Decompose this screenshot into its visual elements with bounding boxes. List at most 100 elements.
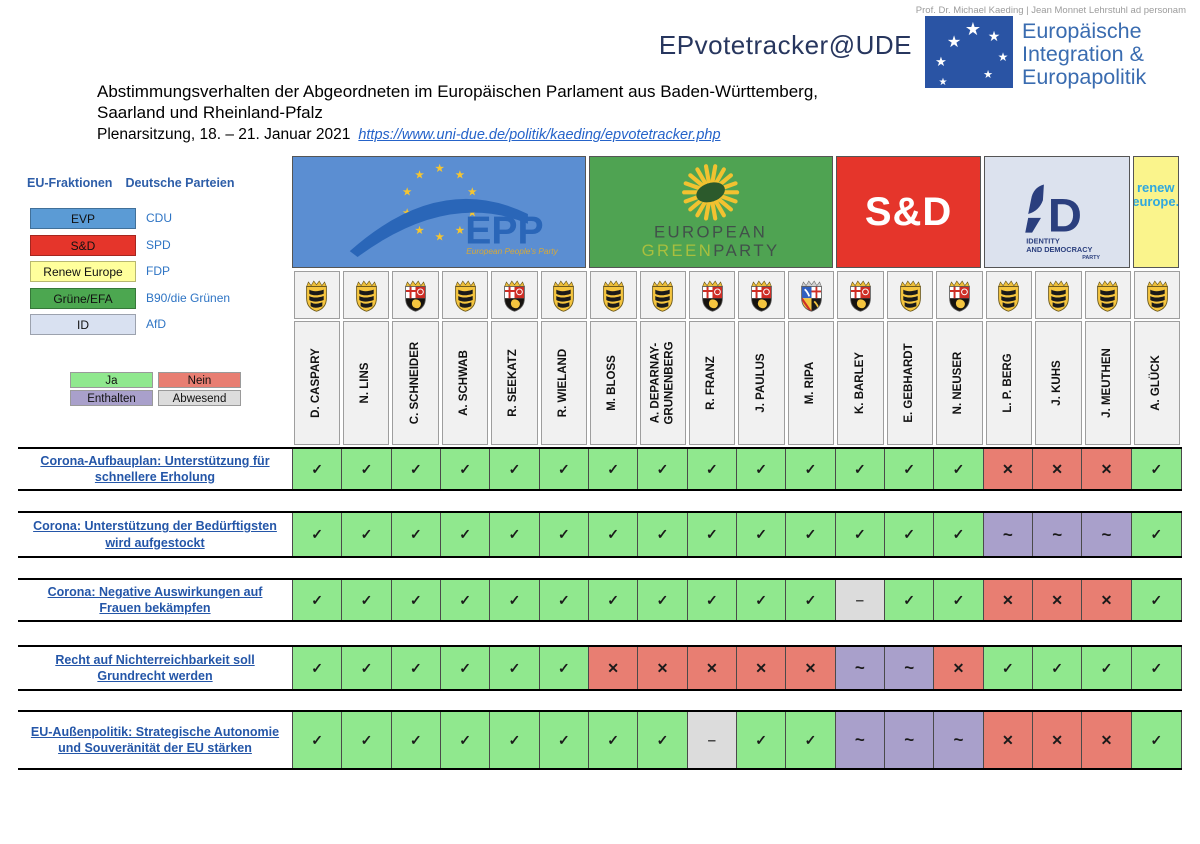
vote-cell-nein: ✕: [786, 647, 836, 689]
vote-cell-ja: ✓: [638, 712, 688, 768]
vote-cell-nein: ✕: [983, 580, 1033, 620]
coat-of-arms-bw-icon: [1094, 278, 1121, 313]
member-arms-cell: [738, 271, 785, 319]
member-arms-cell: [639, 271, 687, 319]
svg-text:★: ★: [988, 28, 1001, 44]
member-arms-cell: [1084, 271, 1132, 319]
member-name-cell: K. BARLEY: [837, 321, 884, 445]
member-name: D. CASPARY: [309, 348, 322, 418]
svg-text:EPP: EPP: [465, 209, 543, 252]
member-name-cell: J. KUHS: [1035, 321, 1082, 445]
legend-fraction-row: Renew Europe FDP: [30, 261, 230, 282]
svg-text:★: ★: [983, 69, 993, 81]
vote-title-link[interactable]: EU-Außenpolitik: Strategische Autonomie …: [30, 724, 280, 755]
vote-cell-ja: ✓: [786, 513, 836, 556]
vote-cell-ja: ✓: [983, 647, 1033, 689]
title-block: Abstimmungsverhalten der Abgeordneten im…: [97, 82, 818, 144]
member-name: C. SCHNEIDER: [408, 341, 421, 425]
vote-cell-nein: ✕: [1082, 712, 1132, 768]
group-header-greens: EUROPEAN GREENPARTY: [588, 156, 833, 268]
coat-of-arms-rp-icon: [946, 278, 973, 313]
legend-fraction-row: ID AfD: [30, 314, 230, 335]
vote-cell-ja: ✓: [440, 712, 491, 768]
member-name-cell: E. GEBHARDT: [886, 321, 934, 445]
vote-cell-nein: ✕: [736, 647, 787, 689]
vote-cell-ja: ✓: [293, 712, 343, 768]
page-title-line-2: Saarland und Rheinland-Pfalz: [97, 102, 323, 122]
vote-cell-enthalten: ~: [884, 712, 935, 768]
svg-text:IDENTITY: IDENTITY: [1026, 236, 1060, 245]
member-name: J. MEUTHEN: [1101, 348, 1114, 418]
member-name-cell: L. P. BERG: [985, 321, 1033, 445]
member-name-cell: A. DEPARNAY-GRUNENBERG: [639, 321, 687, 445]
vote-title-link[interactable]: Corona-Aufbauplan: Unterstützung für sch…: [40, 453, 270, 484]
group-header-sd: S&D: [835, 156, 982, 268]
vote-cell-ja: ✓: [1131, 712, 1181, 768]
vote-cell-ja: ✓: [736, 513, 787, 556]
vote-cell-ja: ✓: [342, 580, 392, 620]
svg-text:European People's Party: European People's Party: [466, 246, 558, 256]
vote-cell-ja: ✓: [293, 513, 343, 556]
member-arms-cell: [1035, 271, 1082, 319]
vote-cell-ja: ✓: [440, 647, 491, 689]
vote-title-link[interactable]: Recht auf Nichterreichbarkeit soll Grund…: [55, 652, 255, 683]
vote-cell-ja: ✓: [588, 449, 639, 489]
svg-text:★: ★: [998, 50, 1009, 64]
member-name-cell: D. CASPARY: [293, 321, 340, 445]
vote-cell-ja: ✓: [342, 712, 392, 768]
vote-cell-ja: ✓: [588, 580, 639, 620]
svg-text:★: ★: [414, 224, 425, 237]
vote-cell-ja: ✓: [391, 449, 441, 489]
fraction-legend: EVP CDU S&D SPD Renew Europe FDP Grüne/EFA B90/…: [30, 208, 230, 341]
vote-cell-ja: ✓: [687, 580, 737, 620]
vote-row: Corona: Unterstützung der Bedürftigsten …: [18, 511, 1182, 558]
vote-cell-ja: ✓: [934, 449, 984, 489]
vote-cells: ✓ ✓ ✓ ✓ ✓ ✓ ✕ ✕ ✕ ✕ ✕ ~ ~ ✕ ✓ ✓ ✓ ✓: [292, 647, 1182, 689]
member-names-row: D. CASPARY N. LINS C. SCHNEIDER A. SCHWAB R.…: [292, 321, 1182, 445]
vote-title-link[interactable]: Corona: Negative Auswirkungen auf Frauen…: [47, 584, 263, 615]
vote-cell-nein: ✕: [1082, 449, 1132, 489]
vote-cell-ja: ✓: [884, 580, 935, 620]
member-name: A. DEPARNAY-GRUNENBERG: [649, 341, 675, 425]
vote-cell-ja: ✓: [539, 712, 589, 768]
vote-cell-nein: ✕: [1082, 580, 1132, 620]
vote-cell-nein: ✕: [687, 647, 737, 689]
svg-text:★: ★: [935, 54, 947, 69]
vote-cell-enthalten: ~: [983, 513, 1033, 556]
coat-of-arms-bw-icon: [353, 278, 380, 313]
vote-cell-ja: ✓: [490, 647, 540, 689]
vote-cell-abwesend: –: [687, 712, 737, 768]
vote-cell-ja: ✓: [490, 580, 540, 620]
vote-cell-enthalten: ~: [1032, 513, 1083, 556]
member-arms-cell: [392, 271, 439, 319]
member-arms-cell: [441, 271, 489, 319]
vote-cell-ja: ✓: [440, 449, 491, 489]
vote-cells: ✓ ✓ ✓ ✓ ✓ ✓ ✓ ✓ ✓ ✓ ✓ ✓ ✓ ✓ ✕ ✕ ✕ ✓: [292, 449, 1182, 489]
vote-cell-ja: ✓: [293, 647, 343, 689]
institute-line-1: Europäische: [1022, 19, 1142, 43]
member-name: R. WIELAND: [557, 348, 570, 418]
vote-cell-ja: ✓: [736, 449, 787, 489]
member-name-cell: J. MEUTHEN: [1084, 321, 1132, 445]
vote-row: Recht auf Nichterreichbarkeit soll Grund…: [18, 645, 1182, 691]
vote-key-swatch: Enthalten: [70, 390, 153, 406]
vote-cells: ✓ ✓ ✓ ✓ ✓ ✓ ✓ ✓ – ✓ ✓ ~ ~ ~ ✕ ✕ ✕ ✓: [292, 712, 1182, 768]
coat-of-arms-bw-icon: [550, 278, 577, 313]
coat-of-arms-bw-icon: [452, 278, 479, 313]
party-label: B90/die Grünen: [146, 290, 231, 305]
coat-of-arms-rp-icon: [847, 278, 874, 313]
member-name-cell: A. SCHWAB: [441, 321, 489, 445]
vote-cell-ja: ✓: [342, 647, 392, 689]
institute-name: Europäische Integration & Europapolitik: [1022, 19, 1146, 89]
member-arms-cell: [689, 271, 736, 319]
coat-of-arms-rp-icon: [501, 278, 528, 313]
tracker-link[interactable]: https://www.uni-due.de/politik/kaeding/e…: [358, 127, 721, 144]
vote-row: Corona-Aufbauplan: Unterstützung für sch…: [18, 447, 1182, 491]
svg-text:D: D: [1048, 189, 1082, 242]
coat-of-arms-rp-icon: [699, 278, 726, 313]
fraction-swatch: Renew Europe: [30, 261, 136, 282]
vote-title-link[interactable]: Corona: Unterstützung der Bedürftigsten …: [33, 519, 277, 550]
legend-header-fractions: EU-Fraktionen: [27, 176, 113, 190]
vote-cell-ja: ✓: [391, 513, 441, 556]
member-arms-cell: [787, 271, 835, 319]
